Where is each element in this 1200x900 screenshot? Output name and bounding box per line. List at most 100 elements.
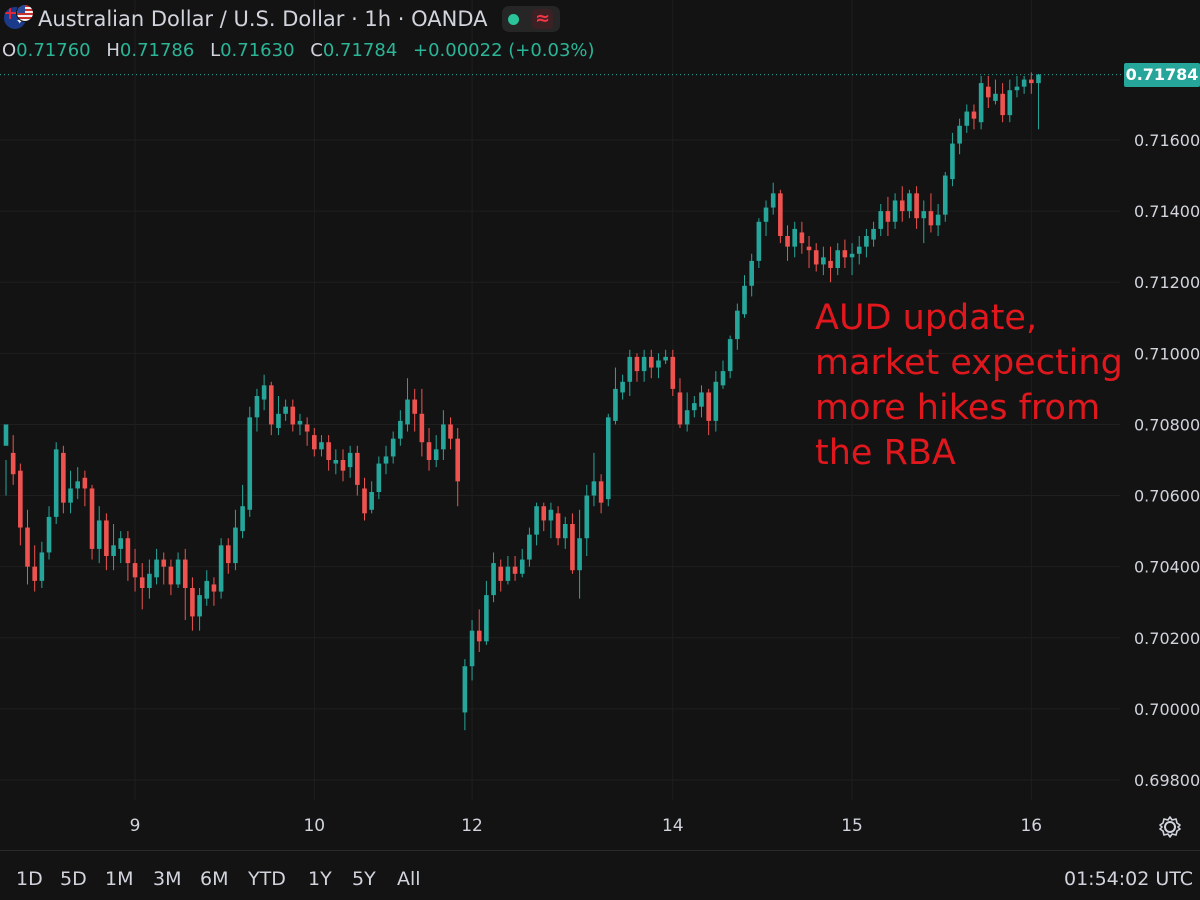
candle <box>362 477 367 521</box>
candle <box>677 378 683 428</box>
y-tick-label: 0.70200 <box>1134 629 1200 648</box>
candle-body <box>419 413 425 443</box>
range-3m-button[interactable]: 3M <box>153 868 182 890</box>
symbol-title[interactable]: Australian Dollar / U.S. Dollar · 1h · O… <box>38 7 488 31</box>
candle-body <box>620 381 625 393</box>
candle <box>154 548 159 585</box>
candle-body <box>613 388 618 421</box>
candle <box>96 506 102 564</box>
candle-body <box>355 452 360 485</box>
candle-body <box>25 527 30 567</box>
candle-body <box>441 424 446 450</box>
candle <box>61 445 66 514</box>
candle <box>928 193 934 233</box>
y-axis-labels: 0.69800 0.70000 0.70200 0.70400 0.70600 0.708… <box>1134 131 1200 790</box>
candle-body <box>541 506 547 521</box>
live-status-dot-icon <box>508 13 519 25</box>
candle-body <box>168 566 174 585</box>
candle <box>828 246 833 283</box>
candle <box>419 388 425 457</box>
candle <box>699 385 704 418</box>
candle <box>656 353 661 379</box>
candle-body <box>813 250 819 265</box>
candle <box>584 484 590 556</box>
candle <box>182 548 188 620</box>
candle-body <box>175 559 181 585</box>
candle <box>441 410 446 460</box>
range-all-button[interactable]: All <box>397 868 421 890</box>
candle <box>491 552 496 603</box>
candle-body <box>111 545 116 556</box>
candle-body <box>498 566 504 581</box>
candle <box>319 435 324 457</box>
candle <box>914 186 919 229</box>
range-1m-button[interactable]: 1M <box>105 868 134 890</box>
candle-body <box>18 470 23 528</box>
symbol-header: ✦ Australian Dollar / U.S. Dollar · 1h ·… <box>0 3 560 35</box>
candle <box>692 396 697 418</box>
candle <box>505 556 511 585</box>
market-status-pill[interactable]: ≈ <box>501 6 560 32</box>
toolbar-divider <box>0 850 1200 851</box>
settings-gear-icon[interactable] <box>1157 814 1183 840</box>
candle <box>806 236 812 268</box>
range-1d-button[interactable]: 1D <box>16 868 43 890</box>
candle-body <box>476 630 482 642</box>
candle-body <box>878 211 884 229</box>
candle <box>333 449 339 475</box>
candle-body <box>605 417 611 500</box>
candle <box>132 548 138 592</box>
candle-body <box>735 310 740 340</box>
candle <box>713 371 719 432</box>
time-range-toolbar: 1D 5D 1M 3M 6M YTD 1Y 5Y All <box>0 862 1200 900</box>
candle <box>993 79 998 105</box>
range-1y-button[interactable]: 1Y <box>308 868 332 890</box>
candle-body <box>68 488 73 503</box>
candle-body <box>147 573 152 588</box>
range-5d-button[interactable]: 5D <box>60 868 87 890</box>
candle-body <box>154 559 159 578</box>
candle-body <box>591 481 597 496</box>
range-5y-button[interactable]: 5Y <box>352 868 376 890</box>
candle-body <box>584 495 590 539</box>
high-value: 0.71786 <box>119 40 195 61</box>
candle <box>577 509 582 599</box>
candle-body <box>82 477 88 489</box>
candle-body <box>914 193 919 219</box>
candle <box>448 417 453 450</box>
x-tick-label: 15 <box>841 816 863 836</box>
x-tick-label: 14 <box>662 816 684 836</box>
candle <box>412 388 417 432</box>
candle <box>276 396 281 436</box>
candle <box>813 243 819 272</box>
candle-body <box>670 356 676 389</box>
candle-body <box>3 424 9 446</box>
candle <box>89 484 95 560</box>
candle <box>1029 72 1034 94</box>
candle-body <box>469 630 475 667</box>
candle-body <box>856 246 862 254</box>
candle-body <box>907 193 912 212</box>
utc-clock[interactable]: 01:54:02 UTC <box>1064 868 1194 890</box>
candle-body <box>405 399 410 425</box>
candle-body <box>39 552 45 581</box>
range-ytd-button[interactable]: YTD <box>248 868 286 890</box>
candle-body <box>957 125 962 144</box>
candle-body <box>197 595 202 617</box>
candle <box>82 470 88 507</box>
range-6m-button[interactable]: 6M <box>200 868 229 890</box>
candle <box>297 413 303 436</box>
x-tick-label: 10 <box>303 816 325 836</box>
candle <box>605 413 611 507</box>
candle-body <box>218 545 224 592</box>
candle-body <box>61 452 66 503</box>
candle <box>985 76 991 108</box>
candle-body <box>254 396 260 418</box>
wave-icon: ≈ <box>531 9 554 29</box>
candle-body <box>699 392 704 407</box>
candle <box>778 189 783 244</box>
candle <box>742 275 747 318</box>
y-tick-label: 0.71400 <box>1134 202 1200 221</box>
candle-body <box>785 236 790 247</box>
